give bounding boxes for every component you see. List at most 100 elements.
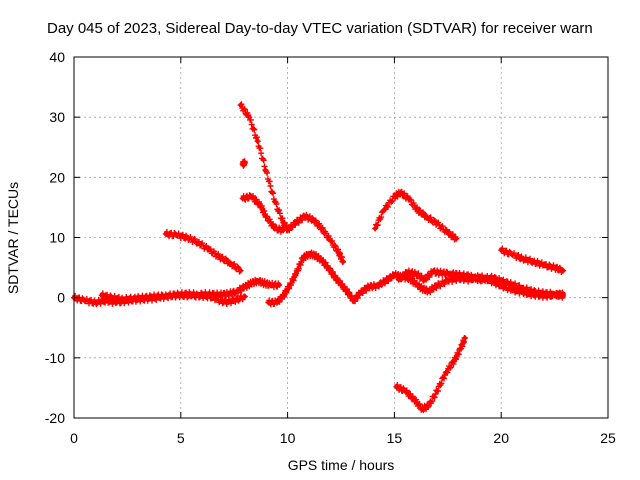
series-track-3 [162, 228, 244, 275]
data-point [306, 251, 312, 256]
data-point [242, 160, 248, 166]
data-point [131, 296, 136, 301]
data-point [434, 283, 440, 288]
series-track-6 [239, 192, 287, 235]
data-point [383, 278, 389, 283]
data-point [185, 291, 190, 297]
data-point [242, 284, 248, 289]
data-point [381, 208, 386, 213]
data-point [445, 278, 450, 283]
data-point [439, 270, 444, 276]
data-point [411, 396, 416, 401]
series-track-9 [372, 188, 460, 243]
data-point [319, 226, 324, 231]
data-point [293, 271, 299, 276]
x-tick-label: 25 [600, 430, 616, 446]
data-point [240, 196, 245, 201]
data-point [238, 102, 243, 108]
data-point [396, 277, 401, 282]
data-point [552, 265, 557, 270]
data-point-markers [372, 188, 460, 243]
data-point [405, 270, 410, 275]
y-tick-label: 20 [49, 169, 65, 185]
data-point [509, 282, 515, 287]
data-point [336, 250, 342, 255]
data-point-markers [98, 276, 283, 305]
data-point [255, 139, 260, 144]
data-point [281, 293, 286, 299]
data-point [221, 300, 226, 305]
data-point [99, 293, 105, 298]
data-point [351, 298, 356, 303]
data-point [311, 217, 316, 222]
data-point [232, 298, 237, 303]
x-tick-label: 0 [70, 430, 78, 446]
series-track-4 [237, 101, 347, 265]
data-point [272, 226, 277, 231]
data-point [560, 293, 566, 299]
data-point [415, 208, 421, 213]
x-axis-label: GPS time / hours [288, 457, 395, 473]
data-point [82, 298, 87, 303]
data-point [392, 194, 397, 199]
data-point [185, 235, 190, 240]
data-point [110, 295, 115, 300]
data-point [424, 214, 429, 219]
x-tick-label: 15 [387, 430, 403, 446]
data-point [287, 283, 292, 288]
data-point [447, 271, 453, 276]
data-point [217, 292, 222, 297]
data-point [434, 221, 440, 226]
data-point [430, 269, 435, 274]
y-tick-label: 10 [49, 230, 65, 246]
y-tick-label: 40 [49, 49, 65, 65]
data-point [467, 273, 472, 279]
data-point [234, 289, 239, 294]
data-point [326, 265, 331, 270]
data-point [366, 284, 371, 289]
data-point [300, 256, 305, 261]
data-point [520, 285, 525, 291]
data-point [531, 289, 536, 294]
data-point [462, 335, 468, 341]
data-point [541, 291, 547, 296]
data-point [373, 226, 378, 231]
data-point [458, 346, 463, 351]
data-point [499, 278, 504, 283]
grid [74, 57, 608, 418]
data-point [358, 290, 363, 296]
data-point [249, 194, 254, 199]
data-point [375, 283, 380, 288]
data-point [206, 247, 211, 252]
data-point [268, 282, 273, 288]
series-track-11 [498, 245, 567, 275]
data-point [422, 277, 427, 282]
data-point [163, 231, 168, 237]
data-point [445, 230, 450, 235]
data-point [257, 202, 262, 207]
data-point [420, 406, 425, 412]
data-point [163, 293, 168, 299]
data-point-markers [393, 335, 468, 414]
data-point [345, 289, 350, 294]
series-track-10 [393, 335, 468, 414]
data-points [71, 101, 567, 414]
data-point [456, 272, 461, 277]
data-point [426, 288, 431, 294]
data-point [452, 358, 457, 363]
data-point [249, 281, 254, 286]
chart-title: Day 045 of 2023, Sidereal Day-to-day VTE… [47, 20, 593, 37]
data-point [264, 169, 269, 174]
data-point [227, 260, 233, 265]
data-point [552, 291, 557, 297]
data-point [93, 300, 98, 305]
data-point [120, 297, 126, 302]
data-point [242, 294, 248, 299]
data-point [225, 291, 230, 297]
data-point [266, 300, 271, 305]
data-point [238, 268, 243, 273]
data-point [313, 253, 318, 258]
data-point [413, 271, 418, 276]
data-point [340, 259, 346, 264]
series-track-2 [98, 276, 283, 305]
